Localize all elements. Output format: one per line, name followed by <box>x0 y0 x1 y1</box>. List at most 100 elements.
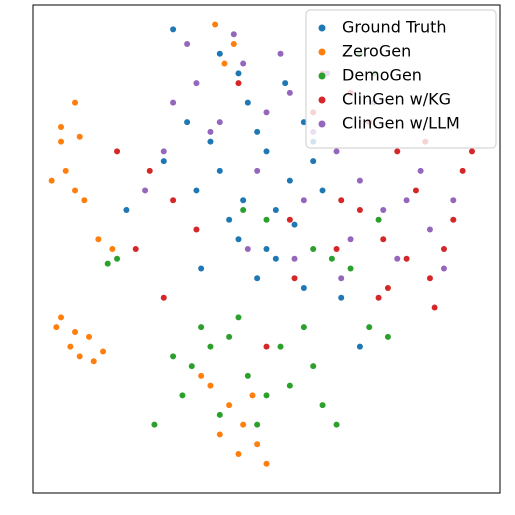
point <box>72 187 79 194</box>
point <box>76 133 83 140</box>
legend-label: ClinGen w/LLM <box>342 114 460 133</box>
legend-label: Ground Truth <box>342 18 447 37</box>
point <box>366 324 373 331</box>
point <box>151 421 158 428</box>
point <box>347 236 354 243</box>
point <box>179 392 186 399</box>
legend-marker <box>318 48 326 56</box>
point <box>170 99 177 106</box>
point <box>426 275 433 282</box>
point <box>240 197 247 204</box>
point <box>221 60 228 67</box>
point <box>375 294 382 301</box>
point <box>286 89 293 96</box>
point <box>207 382 214 389</box>
point <box>235 80 242 87</box>
point <box>146 167 153 174</box>
point <box>263 343 270 350</box>
point <box>95 236 102 243</box>
point <box>291 221 298 228</box>
point <box>291 255 298 262</box>
point <box>76 353 83 360</box>
point <box>417 167 424 174</box>
point <box>277 343 284 350</box>
point <box>286 382 293 389</box>
point <box>212 21 219 28</box>
point <box>207 343 214 350</box>
point <box>300 324 307 331</box>
point <box>440 246 447 252</box>
point <box>90 358 97 365</box>
point <box>67 343 74 350</box>
point <box>254 167 261 174</box>
point <box>235 314 242 321</box>
point <box>254 128 261 135</box>
point <box>394 148 401 155</box>
point <box>160 158 167 165</box>
point <box>184 41 191 48</box>
point <box>412 187 419 194</box>
point <box>240 206 247 213</box>
legend-label: DemoGen <box>342 66 422 85</box>
point <box>310 363 317 370</box>
point <box>254 421 261 428</box>
point <box>114 148 121 155</box>
point <box>380 236 387 243</box>
point <box>244 99 251 106</box>
point <box>263 109 270 116</box>
point <box>394 255 401 262</box>
point <box>184 119 191 126</box>
point <box>132 246 139 252</box>
point <box>272 255 279 262</box>
point <box>72 99 79 106</box>
point <box>272 206 279 213</box>
point <box>48 177 55 184</box>
point <box>300 285 307 292</box>
point <box>286 177 293 184</box>
point <box>403 197 410 204</box>
point <box>193 226 200 233</box>
point <box>319 402 326 409</box>
point <box>235 70 242 77</box>
point <box>193 187 200 194</box>
point <box>291 275 298 282</box>
point <box>170 353 177 360</box>
point <box>216 411 223 418</box>
point <box>235 450 242 457</box>
point <box>356 343 363 350</box>
point <box>216 167 223 174</box>
point <box>160 148 167 155</box>
point <box>263 216 270 223</box>
point <box>431 304 438 311</box>
point <box>109 246 116 252</box>
point <box>254 275 261 282</box>
legend-label: ClinGen w/KG <box>342 90 451 109</box>
point <box>328 255 335 262</box>
point <box>356 206 363 213</box>
point <box>230 31 237 38</box>
point <box>254 441 261 448</box>
point <box>263 148 270 155</box>
point <box>356 177 363 184</box>
point <box>300 197 307 204</box>
point <box>282 80 289 87</box>
point <box>300 119 307 126</box>
point <box>193 80 200 87</box>
point <box>244 372 251 379</box>
point <box>216 431 223 438</box>
plot-frame <box>32 4 501 494</box>
point <box>198 265 205 272</box>
point <box>81 197 88 204</box>
point <box>440 265 447 272</box>
point <box>100 348 107 355</box>
legend-marker <box>318 96 326 104</box>
point <box>160 294 167 301</box>
point <box>310 158 317 165</box>
point <box>207 128 214 135</box>
point <box>333 246 340 252</box>
point <box>58 124 65 130</box>
point <box>198 372 205 379</box>
point <box>286 216 293 223</box>
point <box>310 246 317 252</box>
